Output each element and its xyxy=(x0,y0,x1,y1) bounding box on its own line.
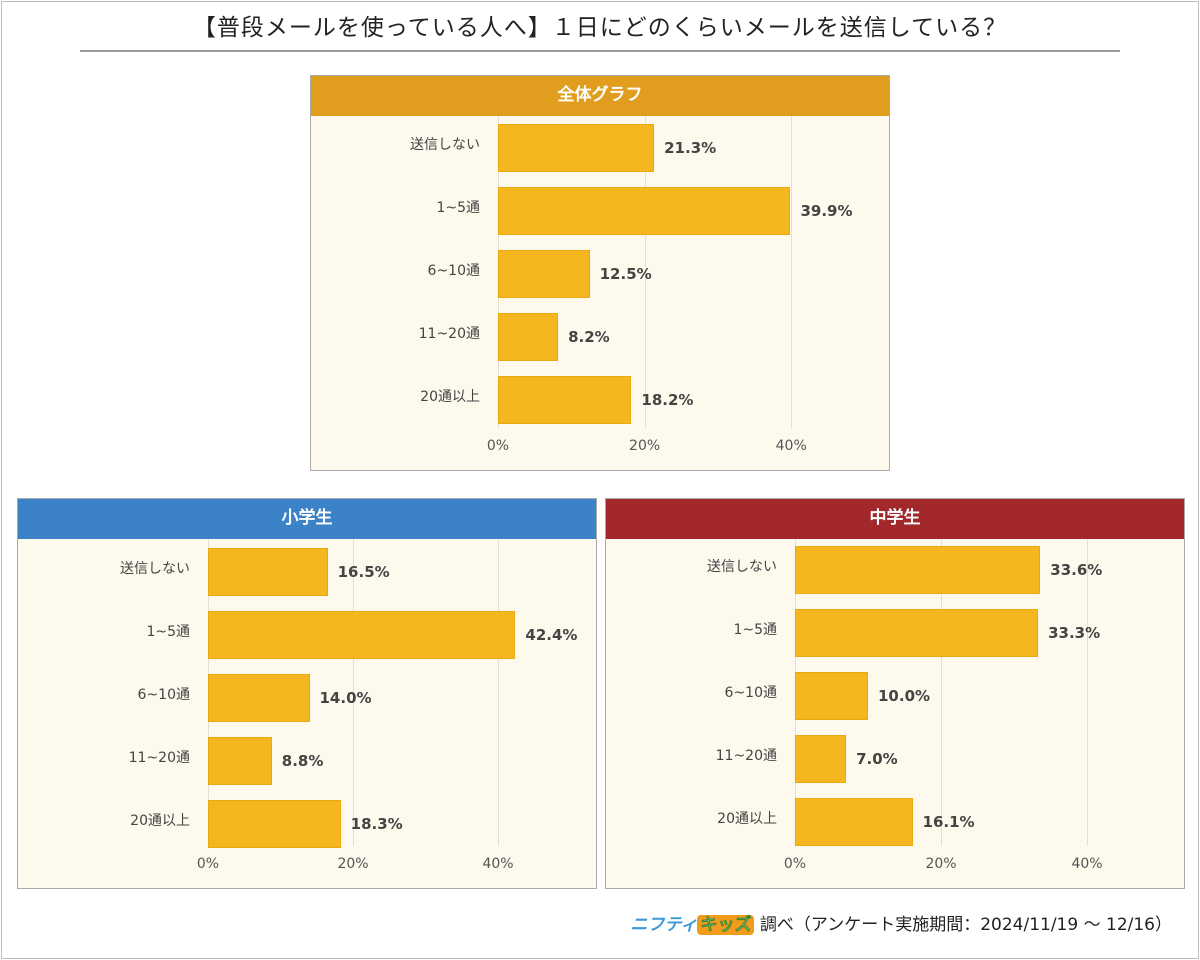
data-label: 33.6% xyxy=(1050,561,1103,579)
bar xyxy=(498,124,655,172)
chart-header: 全体グラフ xyxy=(311,76,889,116)
data-label: 12.5% xyxy=(599,265,652,283)
chart-header: 中学生 xyxy=(606,499,1184,539)
data-label: 10.0% xyxy=(878,687,931,705)
bar xyxy=(498,187,791,235)
survey-period: 調べ（アンケート実施期間：2024/11/19 ～ 12/16） xyxy=(759,915,1172,935)
category-label: 11~20通 xyxy=(128,750,190,766)
data-label: 8.2% xyxy=(568,328,610,346)
bar xyxy=(208,674,310,722)
category-label: 6~10通 xyxy=(137,687,190,703)
bar xyxy=(208,548,328,596)
gridline xyxy=(353,539,354,846)
chart-junior-high: 中学生 0% 20% 40% 送信しない 33.6% 1~5通 33.3% 6~10通 10.0%… xyxy=(605,498,1185,889)
gridline xyxy=(498,539,499,846)
category-label: 20通以上 xyxy=(717,811,777,827)
chart-header: 小学生 xyxy=(18,499,596,539)
bar xyxy=(498,250,590,298)
page-title: 【普段メールを使っている人へ】１日にどのくらいメールを送信している？ xyxy=(192,15,1008,41)
bar xyxy=(498,376,632,424)
chart-elementary: 小学生 0% 20% 40% 送信しない 16.5% 1~5通 42.4% 6~10通 14.0%… xyxy=(17,498,597,889)
category-label: 1~5通 xyxy=(733,622,777,638)
category-label: 1~5通 xyxy=(436,200,480,216)
x-tick-label: 20% xyxy=(629,438,661,454)
category-label: 20通以上 xyxy=(420,389,480,405)
data-label: 8.8% xyxy=(281,752,324,770)
x-tick-label: 0% xyxy=(783,856,807,872)
bar xyxy=(208,800,341,848)
x-tick-label: 20% xyxy=(925,856,957,872)
x-tick-label: 40% xyxy=(482,856,514,872)
data-label: 33.3% xyxy=(1048,624,1101,642)
x-tick-label: 0% xyxy=(196,856,220,872)
data-label: 39.9% xyxy=(800,202,853,220)
data-label: 7.0% xyxy=(856,750,898,768)
bar xyxy=(795,798,913,846)
category-label: 6~10通 xyxy=(427,263,480,279)
bar xyxy=(498,313,559,361)
bar xyxy=(795,609,1039,657)
bar xyxy=(208,611,516,659)
data-label: 18.2% xyxy=(641,391,694,409)
gridline xyxy=(791,116,793,428)
title-divider xyxy=(80,50,1120,52)
data-label: 21.3% xyxy=(664,139,717,157)
data-label: 16.5% xyxy=(337,563,390,581)
data-label: 18.3% xyxy=(350,815,403,833)
category-label: 1~5通 xyxy=(146,624,190,640)
footer-credit: ニフティ キッズ 調べ（アンケート実施期間：2024/11/19 ～ 12/16） xyxy=(630,910,1173,936)
gridline xyxy=(941,539,942,846)
x-tick-label: 40% xyxy=(1071,856,1103,872)
bar xyxy=(795,546,1041,594)
x-tick-label: 40% xyxy=(775,438,807,454)
gridline xyxy=(1087,539,1088,846)
logo-nifty: ニフティ xyxy=(630,915,698,935)
chart-overall: 全体グラフ 0% 20% 40% 送信しない 21.3% 1~5通 39.9% 6~10通 12.… xyxy=(310,75,890,471)
category-label: 6~10通 xyxy=(724,685,777,701)
bar xyxy=(795,672,868,720)
data-label: 14.0% xyxy=(319,689,372,707)
x-tick-label: 0% xyxy=(486,438,510,454)
data-label: 16.1% xyxy=(922,813,975,831)
bar xyxy=(795,735,847,783)
data-label: 42.4% xyxy=(525,626,578,644)
bar xyxy=(208,737,272,785)
gridline xyxy=(644,116,646,428)
category-label: 送信しない xyxy=(120,561,190,577)
x-tick-label: 20% xyxy=(337,856,369,872)
category-label: 送信しない xyxy=(707,559,777,575)
category-label: 送信しない xyxy=(410,137,480,153)
category-label: 11~20通 xyxy=(715,748,777,764)
logo-kids: キッズ xyxy=(697,915,755,935)
category-label: 20通以上 xyxy=(130,813,190,829)
category-label: 11~20通 xyxy=(418,326,480,342)
